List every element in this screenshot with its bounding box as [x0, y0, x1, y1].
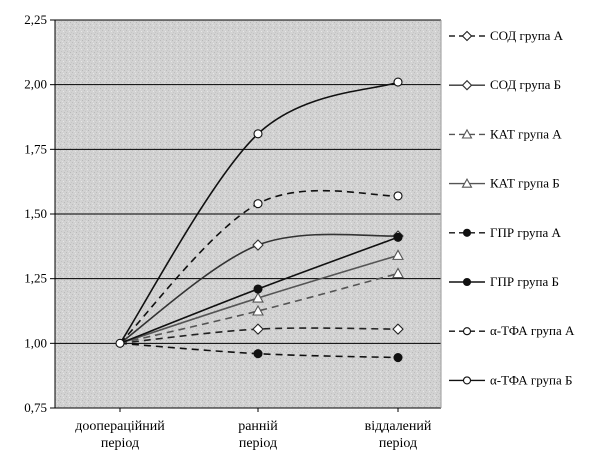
series-point	[253, 284, 263, 294]
legend-label: ГПР група Б	[490, 274, 559, 289]
y-tick-label: 1,50	[24, 206, 47, 221]
legend-marker	[462, 277, 472, 287]
series-point	[393, 232, 403, 242]
series-line-3	[119, 272, 399, 345]
legend-label: СОД група Б	[490, 77, 561, 92]
series-point	[253, 199, 263, 209]
legend-marker	[462, 376, 472, 385]
origin-point	[115, 338, 125, 348]
legend-label: КАТ група Б	[490, 176, 560, 191]
legend-item: ГПР група А	[449, 225, 562, 240]
y-axis: 0,75 1,00 1,25 1,50 1,75 2,00 2,25	[24, 12, 56, 415]
y-tick-label: 0,75	[24, 400, 47, 415]
legend-item: КАТ група А	[449, 126, 562, 141]
series-point	[253, 349, 263, 359]
series-point	[252, 304, 264, 316]
legend-item: КАТ група Б	[449, 176, 560, 191]
x-tick-label: віддалений період	[365, 419, 432, 451]
x-tick-label: доопераційний період	[75, 419, 165, 451]
y-tick-label: 2,25	[24, 12, 47, 27]
legend-item: СОД група А	[449, 28, 564, 43]
legend-item: α-ТФА група Б	[449, 372, 573, 387]
y-tick-label: 2,00	[24, 77, 47, 92]
series-point	[252, 323, 264, 335]
series-markers	[115, 77, 404, 363]
legend-marker	[461, 128, 473, 139]
legend-label: КАТ група А	[490, 126, 562, 141]
legend-marker	[461, 177, 473, 188]
series-point	[393, 77, 403, 87]
legend-label: α-ТФА група Б	[490, 372, 573, 387]
series-point	[253, 129, 263, 139]
legend: СОД група А СОД група Б КАТ група А КАТ гру…	[449, 28, 575, 387]
legend-marker	[461, 30, 473, 42]
series-point	[393, 353, 403, 363]
series-point	[392, 267, 404, 279]
series-point	[252, 239, 264, 251]
legend-marker	[461, 79, 473, 91]
series-point	[393, 191, 403, 201]
legend-marker	[462, 327, 472, 336]
series-line-8	[119, 81, 399, 344]
series-point	[392, 249, 404, 260]
y-tick-label: 1,75	[24, 141, 47, 156]
legend-item: α-ТФА група А	[449, 323, 575, 338]
series-point	[392, 323, 404, 335]
y-tick-label: 1,00	[24, 335, 47, 350]
legend-marker	[462, 228, 472, 237]
y-tick-label: 1,25	[24, 271, 47, 286]
legend-label: СОД група А	[490, 28, 564, 43]
legend-label: ГПР група А	[490, 225, 562, 240]
x-axis: доопераційний період ранній період віддалени…	[75, 408, 432, 451]
legend-item: СОД група Б	[449, 77, 561, 92]
x-tick-label: ранній період	[238, 419, 278, 451]
series-point	[252, 291, 264, 303]
legend-label: α-ТФА група А	[490, 323, 575, 338]
legend-item: ГПР група Б	[449, 274, 559, 289]
